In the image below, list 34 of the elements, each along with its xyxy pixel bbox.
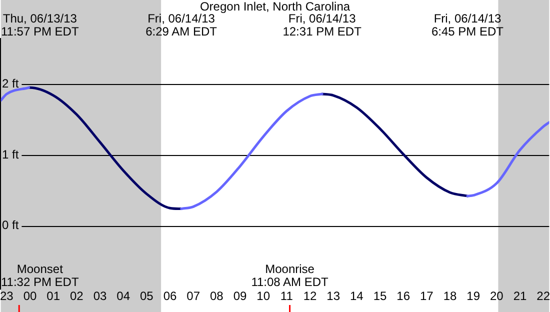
- y-tick-label: 2 ft: [2, 76, 20, 90]
- x-tick-label: 17: [420, 289, 434, 304]
- x-tick-label: 06: [163, 289, 177, 304]
- x-tick-label: 18: [443, 289, 457, 304]
- y-tick-label: 0 ft: [2, 218, 20, 232]
- x-tick-label: 07: [186, 289, 200, 304]
- x-tick-label: 03: [93, 289, 107, 304]
- x-tick-label: 19: [466, 289, 480, 304]
- x-tick-label: 16: [396, 289, 410, 304]
- x-tick-label: 15: [373, 289, 387, 304]
- text: Fri, 06/14/13 6:29 AM EDT: [146, 11, 218, 38]
- x-tick-label: 13: [326, 289, 340, 304]
- x-tick-label: 08: [210, 289, 224, 304]
- x-tick-label: 05: [140, 289, 154, 304]
- ref-line-label: Moonset 11:32 PM EDT: [0, 262, 80, 289]
- x-tick-label: 09: [233, 289, 247, 304]
- text: Fri, 06/14/13 6:45 PM EDT: [431, 11, 504, 38]
- x-tick-label: 00: [23, 289, 37, 304]
- x-tick-label: 10: [256, 289, 270, 304]
- y-tick-label: 1 ft: [2, 147, 20, 162]
- x-tick-label: 14: [350, 289, 364, 304]
- x-tick-label: 21: [513, 289, 527, 304]
- x-tick-label: 23: [0, 289, 14, 304]
- x-tick-label: 01: [46, 289, 60, 304]
- ref-line-label: Moonrise 11:08 AM EDT: [251, 262, 330, 289]
- chart-title: Oregon Inlet, North Carolina: [200, 0, 350, 14]
- x-tick-label: 20: [490, 289, 504, 304]
- x-tick-label: 02: [70, 289, 84, 304]
- x-tick-label: 22: [536, 289, 550, 304]
- x-tick-label: 11: [280, 289, 294, 304]
- x-tick-label: 12: [303, 289, 317, 304]
- text: Fri, 06/14/13 12:31 PM EDT: [282, 11, 362, 38]
- text: Thu, 06/13/13 11:57 PM EDT: [0, 11, 80, 38]
- x-tick-label: 04: [116, 289, 130, 304]
